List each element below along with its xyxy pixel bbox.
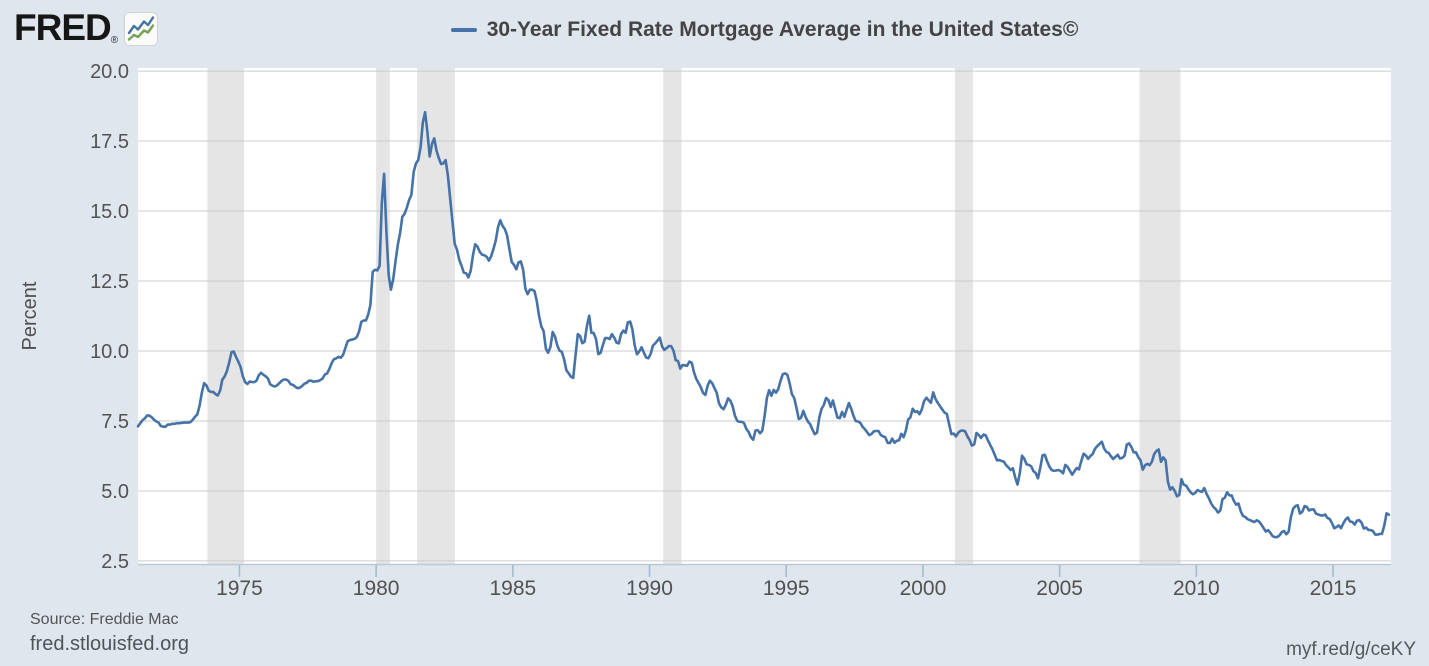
y-axis-title: Percent xyxy=(19,281,41,350)
y-tick-label: 10.0 xyxy=(90,341,129,363)
x-tick-label: 1995 xyxy=(763,577,810,600)
x-tick-label: 2005 xyxy=(1036,577,1083,600)
source-note: Source: Freddie Mac xyxy=(30,611,179,628)
x-tick-label: 1980 xyxy=(353,577,400,600)
registered-trademark-icon: ® xyxy=(110,35,119,46)
fred-sparkline-icon xyxy=(124,12,159,46)
mortgage-rate-line-chart[interactable]: 1975 1980 1985 1990 1995 2000 2005 2010 2015 20.0… xyxy=(0,0,1429,610)
x-tick-label: 2015 xyxy=(1310,577,1357,600)
mortgage-rate-series-line[interactable] xyxy=(136,110,1391,539)
recession-band xyxy=(1139,68,1181,564)
recession-band xyxy=(376,68,390,564)
x-tick-label: 2000 xyxy=(900,577,947,600)
recession-band xyxy=(954,68,973,564)
y-tick-label: 12.5 xyxy=(90,271,129,293)
y-tick-label: 2.5 xyxy=(101,551,129,573)
chart-legend: 30-Year Fixed Rate Mortgage Average in t… xyxy=(138,18,1391,42)
y-tick-label: 5.0 xyxy=(101,481,129,503)
fred-logo[interactable]: FRED ® xyxy=(14,7,159,48)
legend-series-label: 30-Year Fixed Rate Mortgage Average in t… xyxy=(486,18,1079,41)
y-tick-label: 17.5 xyxy=(90,131,129,153)
x-tick-label: 1975 xyxy=(216,577,263,600)
x-tick-label: 1985 xyxy=(489,577,536,600)
fred-site-link[interactable]: fred.stlouisfed.org xyxy=(30,633,189,655)
y-tick-label: 15.0 xyxy=(90,201,129,223)
y-tick-label: 20.0 xyxy=(90,61,129,83)
x-tick-label: 2010 xyxy=(1173,577,1220,600)
y-tick-label: 7.5 xyxy=(101,411,129,433)
legend-line-swatch xyxy=(450,28,477,32)
recession-band xyxy=(207,68,245,564)
fred-logo-text: FRED xyxy=(14,7,112,48)
short-url-link[interactable]: myf.red/g/ceKY xyxy=(1286,639,1416,660)
recession-band xyxy=(663,68,682,564)
x-tick-label: 1990 xyxy=(626,577,673,600)
